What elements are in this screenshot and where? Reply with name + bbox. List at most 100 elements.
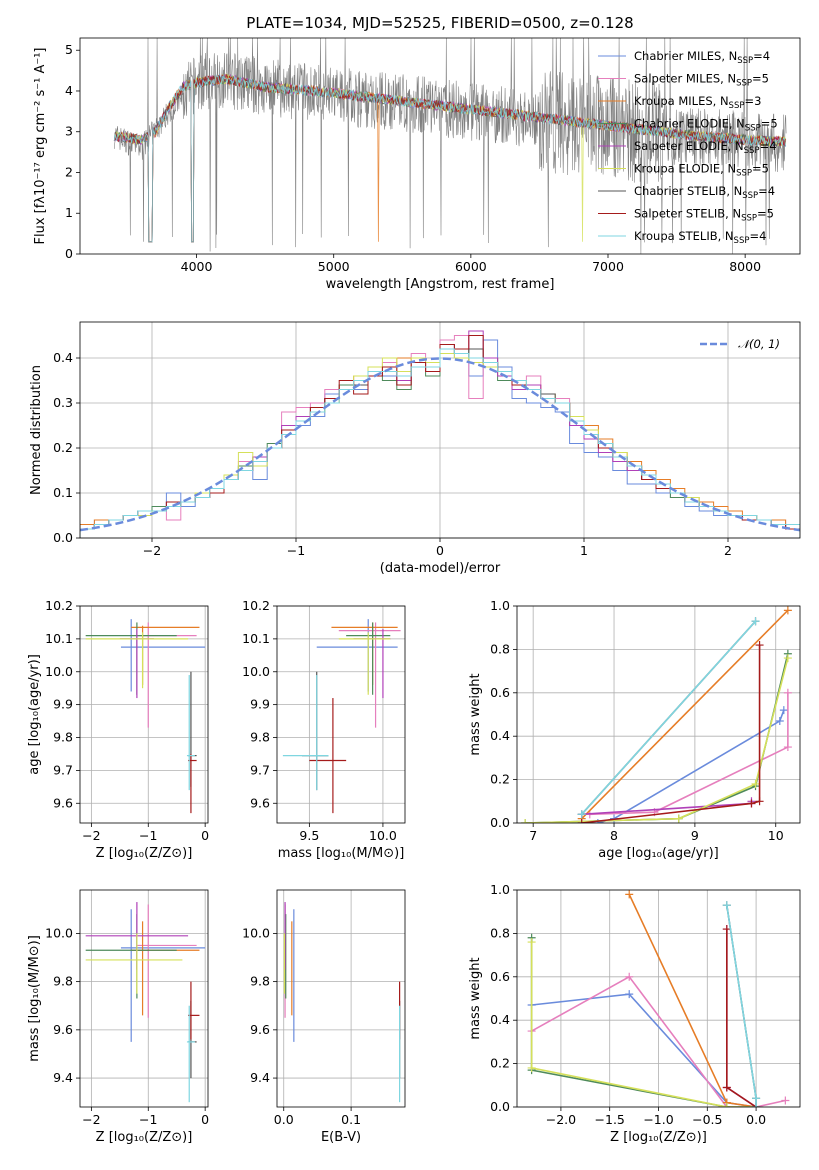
y-axis-label: age [log₁₀(age/yr)] — [27, 654, 42, 775]
legend-subscript: SSP — [744, 146, 760, 156]
y-tick-label: 10.0 — [45, 925, 73, 940]
series-marker — [755, 797, 764, 806]
y-tick-label: 10.0 — [242, 925, 270, 940]
y-tick-label: 10.1 — [45, 631, 73, 646]
series-line — [581, 620, 757, 815]
y-tick-label: 9.7 — [250, 762, 270, 777]
legend-label: Kroupa ELODIE, NSSP=5 — [634, 162, 769, 179]
series-marker — [625, 890, 634, 899]
series-marker — [755, 641, 764, 650]
legend-subscript: SSP — [741, 214, 757, 224]
y-tick-label: 1 — [65, 205, 73, 220]
series-line — [726, 929, 757, 1107]
y-tick-label: 9.7 — [53, 762, 73, 777]
x-tick-label: 0.1 — [341, 1112, 361, 1127]
y-tick-label: 3 — [65, 124, 73, 139]
series-line — [531, 975, 786, 1107]
y-tick-label: 5 — [65, 42, 73, 57]
series-marker — [783, 743, 792, 752]
y-tick-label: 0.6 — [490, 685, 510, 700]
legend-subscript: SSP — [736, 169, 752, 179]
y-tick-label: 2 — [65, 164, 73, 179]
legend-label: Salpeter ELODIE, NSSP=4 — [634, 139, 777, 156]
axes-frame — [79, 37, 801, 255]
legend-subscript: SSP — [729, 101, 745, 111]
y-tick-label: 10.0 — [242, 664, 270, 679]
series-marker — [752, 1094, 761, 1103]
y-tick-label: 0 — [65, 246, 73, 261]
figure-title: PLATE=1034, MJD=52525, FIBERID=0500, z=0… — [246, 14, 633, 32]
x-tick-label: 7 — [529, 828, 537, 843]
x-tick-label: 6000 — [455, 259, 487, 274]
legend-value: =4 — [753, 49, 770, 63]
x-axis-label: Z [log₁₀(Z/Z⊙)] — [610, 1130, 707, 1145]
y-tick-label: 9.9 — [250, 697, 270, 712]
x-axis-label: mass [log₁₀(M/M⊙)] — [278, 846, 405, 861]
series-marker — [625, 990, 634, 999]
x-tick-label: 0.0 — [746, 1112, 766, 1127]
y-axis-label: Flux [fλ10⁻¹⁷ erg cm⁻² s⁻¹ A⁻¹] — [33, 48, 48, 245]
y-tick-label: 9.6 — [53, 1022, 73, 1037]
x-tick-label: 7000 — [592, 259, 624, 274]
series-marker — [527, 938, 536, 947]
x-tick-label: 4000 — [181, 259, 213, 274]
y-tick-label: 0.4 — [490, 1012, 510, 1027]
y-tick-label: 10.2 — [242, 598, 270, 613]
series-line — [581, 609, 789, 820]
y-tick-label: 0.1 — [53, 485, 73, 500]
x-tick-label: 2 — [724, 543, 732, 558]
spectrum-model-line — [113, 74, 787, 243]
series-line — [530, 937, 757, 1107]
plot-area-residuals — [80, 330, 800, 538]
spectrum-model-line — [113, 74, 787, 243]
histogram-step — [80, 348, 800, 538]
axes-age_vs_mass: 9.5 10.0 9.6 9.7 9.8 9.9 10.0 10.1 10.2 mass [log… — [242, 598, 406, 861]
legend-value: =5 — [761, 117, 778, 131]
x-tick-label: 8 — [610, 828, 618, 843]
legend-label: Salpeter STELIB, NSSP=5 — [634, 207, 774, 224]
series-line — [525, 657, 789, 823]
y-axis-label: mass weight — [468, 673, 483, 755]
series-line — [530, 942, 757, 1107]
x-tick-label: −1 — [139, 828, 157, 843]
legend-subscript: SSP — [737, 56, 753, 66]
x-tick-label: −0.5 — [692, 1112, 722, 1127]
x-tick-label: 0.0 — [274, 1112, 294, 1127]
legend-label: Salpeter MILES, NSSP=5 — [634, 72, 769, 89]
x-tick-label: −2 — [82, 1112, 100, 1127]
series-marker — [722, 1083, 731, 1092]
y-tick-label: 0.0 — [490, 1099, 510, 1114]
normal-pdf-curve — [80, 357, 800, 532]
series-marker — [577, 810, 586, 819]
y-tick-label: 10.0 — [45, 664, 73, 679]
plot-area-age_vs_mass — [282, 619, 401, 814]
axes-frame — [79, 889, 209, 1108]
legend-label: Chabrier MILES, NSSP=4 — [634, 49, 770, 66]
plot-area-weight_vs_Z — [527, 890, 790, 1107]
series-line — [589, 692, 789, 816]
axes-mass_vs_Z: −2 −1 0 9.4 9.6 9.8 10.0 Z [log₁₀(Z/Z⊙)] mass [l… — [27, 889, 209, 1145]
y-tick-label: 0.0 — [53, 530, 73, 545]
axes-frame — [276, 605, 406, 824]
y-tick-label: 0.2 — [490, 772, 510, 787]
series-marker — [625, 972, 634, 981]
x-tick-label: −2 — [82, 828, 100, 843]
x-tick-label: −1.5 — [595, 1112, 625, 1127]
series-marker — [781, 1096, 790, 1105]
x-axis-label: Z [log₁₀(Z/Z⊙)] — [96, 846, 193, 861]
x-tick-label: −1 — [139, 1112, 157, 1127]
axes-frame — [516, 605, 801, 824]
x-tick-label: 9.5 — [299, 828, 319, 843]
y-tick-label: 0.2 — [53, 440, 73, 455]
y-tick-label: 9.4 — [53, 1070, 73, 1085]
series-marker — [722, 901, 731, 910]
y-tick-label: 0.0 — [490, 815, 510, 830]
y-axis-label: mass weight — [468, 957, 483, 1039]
y-tick-label: 9.4 — [250, 1070, 270, 1085]
series-line — [581, 645, 761, 823]
y-tick-label: 1.0 — [490, 882, 510, 897]
plot-area-age_vs_Z — [85, 619, 206, 814]
x-tick-label: 0 — [436, 543, 444, 558]
x-tick-label: 5000 — [318, 259, 350, 274]
